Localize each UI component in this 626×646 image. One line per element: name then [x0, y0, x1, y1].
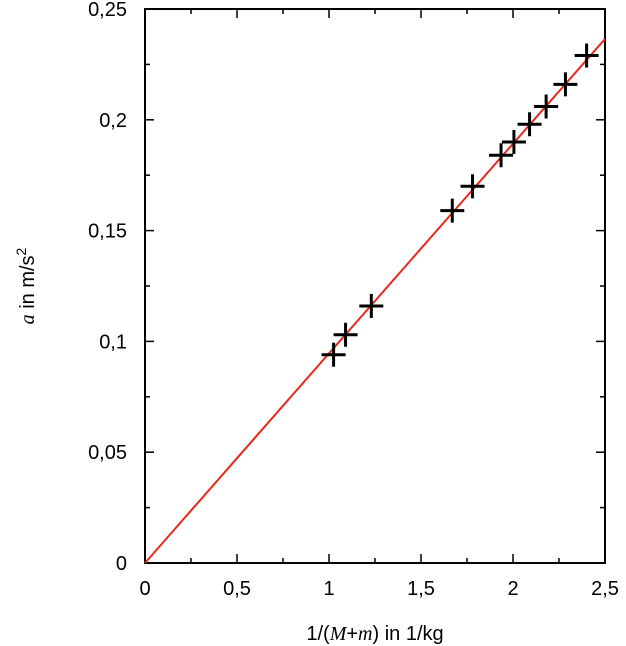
- x-tick-label: 2: [507, 578, 518, 600]
- ticks: [144, 8, 606, 564]
- x-axis-label-plus: +: [346, 623, 358, 645]
- y-tick-label: 0,2: [99, 110, 127, 132]
- y-axis-label-text: in m/s: [17, 255, 39, 314]
- y-axis-label: a in m/s2: [13, 247, 39, 324]
- data-point: [460, 174, 485, 199]
- y-axis-label-var: a: [17, 314, 39, 324]
- data-point: [534, 94, 559, 119]
- x-axis-label-var1: M: [329, 623, 348, 645]
- x-tick-label: 0,5: [223, 578, 251, 600]
- data-point: [440, 198, 465, 223]
- x-axis-label-var2: m: [358, 623, 372, 645]
- x-tick-label: 1,5: [407, 578, 435, 600]
- y-tick-label: 0,15: [88, 221, 127, 243]
- y-tick-label: 0: [116, 553, 127, 575]
- x-axis-label-suffix: ) in 1/kg: [373, 623, 444, 645]
- data-point: [333, 322, 358, 347]
- plot-frame: [144, 8, 606, 564]
- data-point: [553, 72, 578, 97]
- x-tick-label: 0: [139, 578, 150, 600]
- data-point: [359, 293, 384, 318]
- data-points: [321, 43, 599, 367]
- data-point: [489, 143, 514, 168]
- y-tick-labels: 0 0,05 0,1 0,15 0,2 0,25: [88, 0, 127, 575]
- y-axis-label-sup: 2: [13, 247, 29, 255]
- x-axis-label-prefix: 1/(: [306, 623, 330, 645]
- y-tick-label: 0,05: [88, 442, 127, 464]
- fit-line: [144, 38, 606, 564]
- y-tick-label: 0,25: [88, 0, 127, 21]
- data-point: [574, 43, 599, 68]
- y-tick-label: 0,1: [99, 331, 127, 353]
- data-point: [321, 342, 346, 367]
- x-tick-label: 2,5: [591, 578, 619, 600]
- x-tick-label: 1: [323, 578, 334, 600]
- x-axis-label: 1/(M+m) in 1/kg: [306, 623, 443, 645]
- data-point: [517, 112, 542, 137]
- data-point: [501, 129, 526, 154]
- x-tick-labels: 0 0,5 1 1,5 2 2,5: [139, 578, 618, 600]
